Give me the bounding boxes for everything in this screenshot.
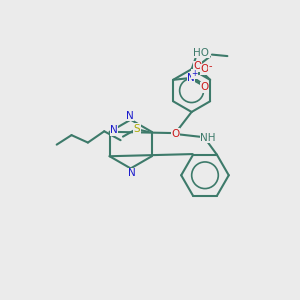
Text: N: N [126,110,134,121]
Text: N: N [110,125,118,135]
Text: NH: NH [200,133,216,142]
Text: N: N [187,74,195,83]
Text: N: N [128,168,136,178]
Text: HO: HO [194,47,209,58]
Text: O: O [200,82,209,92]
Text: O: O [194,61,202,71]
Text: S: S [134,124,140,134]
Text: +: + [192,69,198,78]
Text: O: O [200,64,209,74]
Text: O: O [171,129,179,139]
Text: -: - [208,61,212,71]
